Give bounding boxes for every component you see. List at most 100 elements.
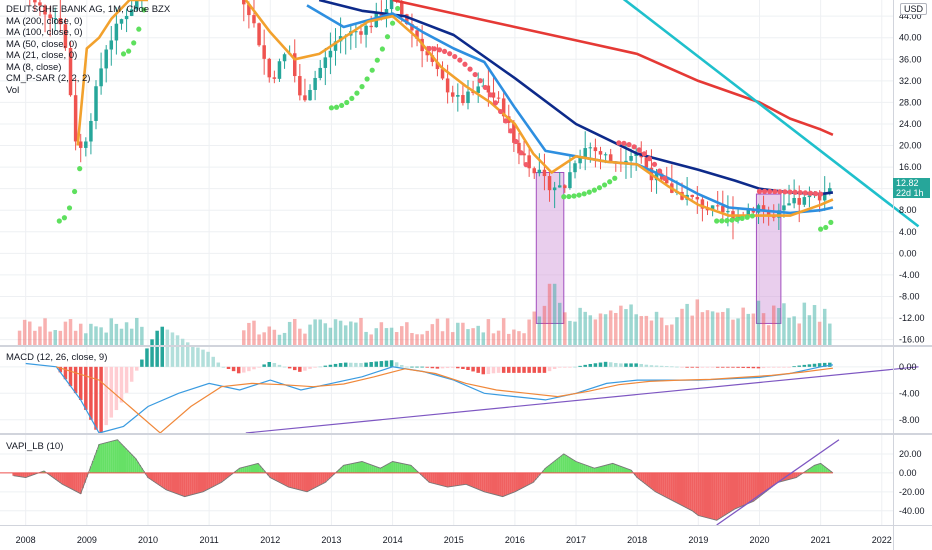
macd-histogram-bar bbox=[772, 366, 776, 368]
volume-bar bbox=[654, 311, 659, 345]
volume-bars bbox=[17, 283, 832, 345]
sar-dot bbox=[561, 194, 567, 200]
sar-dot bbox=[596, 185, 603, 191]
sar-dot bbox=[349, 95, 355, 102]
legend-ma8[interactable]: MA (8, close) bbox=[6, 61, 62, 73]
sar-dot bbox=[797, 189, 803, 196]
legend-ma50[interactable]: MA (50, close, 0) bbox=[6, 38, 78, 50]
candle-body bbox=[400, 1, 404, 15]
sar-dot bbox=[518, 150, 524, 156]
candle-body bbox=[43, 5, 47, 15]
macd-histogram-bar bbox=[593, 363, 598, 367]
volume-bar bbox=[680, 308, 684, 345]
candle-body bbox=[303, 95, 307, 101]
macd-histogram-bar bbox=[471, 366, 475, 372]
macd-histogram-bar bbox=[710, 366, 715, 368]
time-axis: 2008 2009 2010 2011 2012 2013 2014 2015 2016 2017… bbox=[16, 535, 892, 545]
price-axis-label: -8.00 bbox=[899, 415, 920, 425]
volume-bar bbox=[272, 329, 277, 345]
candle-body bbox=[94, 86, 98, 121]
sar-dot bbox=[734, 216, 740, 222]
time-axis-label: 2021 bbox=[811, 535, 831, 545]
candle-body bbox=[109, 40, 114, 50]
macd-histogram-bar bbox=[547, 366, 552, 372]
volume-bar bbox=[797, 323, 801, 345]
sar-dot bbox=[719, 218, 725, 224]
macd-histogram-bar bbox=[410, 366, 414, 368]
time-axis-label: 2015 bbox=[444, 535, 464, 545]
time-axis-label: 2009 bbox=[77, 535, 97, 545]
sar-dot bbox=[566, 193, 572, 200]
candle-body bbox=[415, 30, 419, 39]
volume-bar bbox=[731, 319, 735, 345]
sar-dot bbox=[328, 105, 335, 111]
macd-histogram-bar bbox=[578, 365, 582, 367]
sar-dot bbox=[576, 192, 582, 198]
ma-line bbox=[76, 0, 148, 146]
currency-button[interactable]: USD bbox=[900, 3, 928, 15]
macd-histogram-bar bbox=[583, 364, 587, 367]
macd-histogram-bar bbox=[68, 366, 73, 387]
candle-body bbox=[267, 58, 272, 78]
last-price-tag: 12.82 bbox=[893, 178, 930, 188]
legend-ma21[interactable]: MA (21, close, 0) bbox=[6, 50, 78, 61]
candle-body bbox=[807, 195, 812, 198]
macd-line bbox=[245, 366, 919, 434]
macd-histogram-bar bbox=[532, 366, 536, 373]
macd-histogram-bar bbox=[349, 362, 353, 367]
sar-dot bbox=[359, 84, 365, 90]
sar-dot bbox=[714, 218, 720, 224]
volume-bar bbox=[777, 307, 781, 345]
sar-dot bbox=[612, 175, 618, 181]
legend-volume[interactable]: Vol bbox=[6, 84, 20, 96]
macd-line bbox=[25, 362, 833, 434]
macd-histogram-bar bbox=[644, 364, 649, 367]
legend-ma200[interactable]: MA (200, close, 0) bbox=[6, 15, 83, 27]
sar-dot bbox=[131, 40, 137, 46]
candle-body bbox=[53, 18, 57, 20]
macd-histogram-bar bbox=[639, 363, 644, 367]
macd-histogram-bar bbox=[751, 366, 756, 369]
candle-body bbox=[292, 53, 297, 77]
macd-histogram-bar bbox=[817, 363, 822, 367]
volume-bar bbox=[629, 304, 633, 345]
volume-bar bbox=[578, 307, 582, 345]
volume-bar bbox=[741, 307, 745, 345]
macd-histogram-bar bbox=[695, 366, 700, 368]
macd-histogram-bar bbox=[670, 366, 674, 368]
volume-bar bbox=[456, 322, 460, 345]
volume-bar bbox=[542, 305, 547, 345]
macd-histogram-bar bbox=[394, 362, 399, 367]
volume-bar bbox=[634, 314, 638, 345]
candle-body bbox=[63, 24, 68, 48]
macd-histogram-bar bbox=[619, 363, 623, 367]
macd-histogram-bar bbox=[231, 366, 236, 372]
legend-psar[interactable]: CM_P-SAR (2, 2, 2) bbox=[6, 73, 91, 84]
volume-bar bbox=[379, 322, 384, 345]
sar-dot bbox=[452, 53, 458, 60]
volume-bar bbox=[756, 300, 761, 345]
vapi-label[interactable]: VAPI_LB (10) bbox=[6, 441, 64, 452]
sar-dot bbox=[782, 189, 788, 195]
volume-bar bbox=[354, 322, 358, 345]
volume-bar bbox=[461, 322, 465, 345]
parabolic-sar-dots bbox=[56, 5, 834, 232]
price-axis-label: 20.00 bbox=[899, 449, 922, 459]
macd-histogram-bar bbox=[491, 366, 496, 374]
volume-bar bbox=[588, 315, 593, 345]
sar-dot bbox=[333, 104, 340, 110]
macd-histogram-bar bbox=[389, 360, 394, 367]
volume-bar bbox=[812, 305, 817, 345]
macd-histogram-bar bbox=[267, 362, 272, 367]
legend-ma100[interactable]: MA (100, close, 0) bbox=[6, 27, 83, 38]
macd-histogram-bar bbox=[191, 345, 195, 367]
macd-label[interactable]: MACD (12, 26, close, 9) bbox=[6, 352, 108, 363]
candle-body bbox=[828, 188, 832, 194]
volume-bar bbox=[547, 283, 552, 345]
time-axis-label: 2019 bbox=[688, 535, 708, 545]
sar-dot bbox=[364, 76, 370, 82]
candle-body bbox=[782, 205, 786, 211]
macd-histogram-bar bbox=[777, 366, 781, 368]
macd-histogram-bar bbox=[155, 330, 159, 367]
